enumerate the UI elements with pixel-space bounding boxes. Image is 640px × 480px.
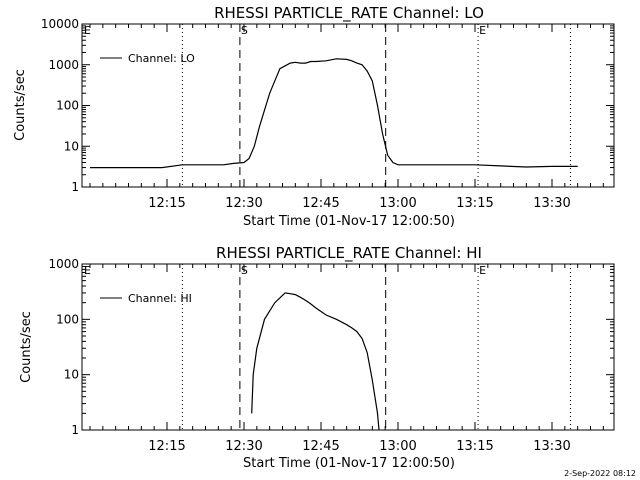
y-tick-label: 10 [64,368,79,382]
y-tick-label: 1000 [48,257,79,271]
chart-hi-channel: RHESSI PARTICLE_RATE Channel: HI Counts/… [19,244,615,471]
x-tick-label: 13:30 [533,196,570,211]
x-tick-label: 12:30 [225,439,262,454]
x-tick-label: 13:30 [533,439,570,454]
footer-stamp: 2-Sep-2022 08:12 [564,469,636,478]
y-tick-label: 100 [56,312,79,326]
chart-lo-channel: RHESSI PARTICLE_RATE Channel: LO Counts/… [13,4,615,229]
chart-title: RHESSI PARTICLE_RATE Channel: LO [214,4,484,23]
legend: Channel: HI [100,292,192,305]
x-ticks: 12:15 12:30 12:45 13:00 13:15 13:30 [89,264,604,454]
x-tick-label: 13:15 [456,196,493,211]
x-tick-label: 12:45 [302,196,339,211]
y-ticks: 1 10 100 1000 [48,257,614,437]
y-tick-label: 10000 [41,17,79,31]
x-tick-label: 13:00 [379,196,416,211]
series-group [90,58,578,169]
event-markers: S EE [84,24,571,187]
y-axis-label: Counts/sec [13,69,28,141]
marker-label: S [241,24,248,37]
legend-label: Channel: HI [128,292,192,305]
x-tick-label: 12:15 [148,196,185,211]
plot-frame [81,263,615,431]
series-line [90,58,578,169]
series-group [251,292,380,431]
y-tick-label: 100 [56,99,79,113]
x-axis-label: Start Time (01-Nov-17 12:00:50) [243,214,455,229]
x-tick-label: 13:00 [379,439,416,454]
x-tick-label: 12:45 [302,439,339,454]
y-tick-label: 1 [71,180,79,194]
x-tick-label: 13:15 [456,439,493,454]
marker-label: E [479,24,486,37]
plot-frame [81,23,615,188]
x-ticks: 12:15 12:30 12:45 13:00 13:15 13:30 [89,24,604,211]
series-line [251,292,380,431]
legend: Channel: LO [100,52,195,65]
y-axis-label: Counts/sec [19,311,34,383]
marker-label: E [84,264,91,277]
y-tick-label: 10 [64,139,79,153]
marker-label: S [241,264,248,277]
x-tick-label: 12:15 [148,439,185,454]
legend-label: Channel: LO [128,52,195,65]
marker-label: E [479,264,486,277]
x-axis-label: Start Time (01-Nov-17 12:00:50) [243,456,455,471]
marker-label: E [84,24,91,37]
y-ticks: 1 10 100 1000 10000 [41,17,614,194]
y-tick-label: 1000 [48,58,79,72]
x-tick-label: 12:30 [225,196,262,211]
chart-title: RHESSI PARTICLE_RATE Channel: HI [216,244,482,263]
event-markers: S EE [84,264,571,430]
y-tick-label: 1 [71,423,79,437]
